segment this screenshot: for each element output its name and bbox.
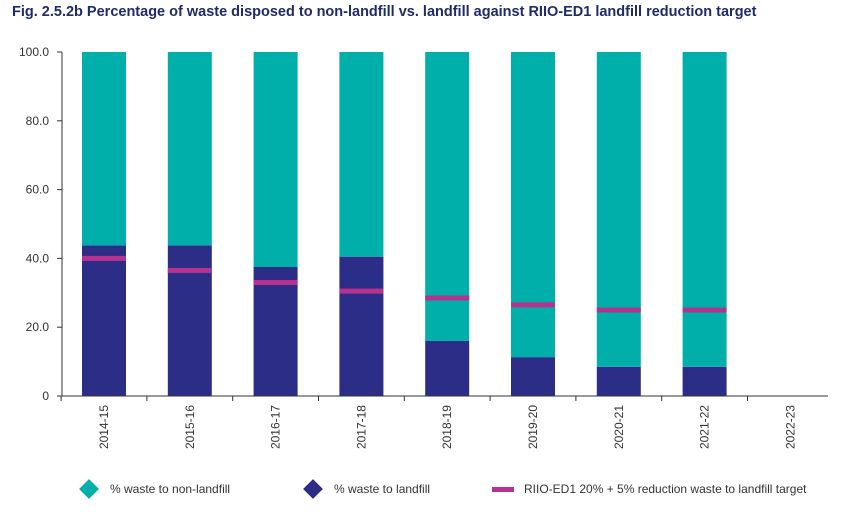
target-marker <box>425 295 470 301</box>
bar-landfill <box>339 256 384 396</box>
bar-non-landfill <box>167 52 212 246</box>
bar-landfill <box>253 267 298 396</box>
y-tick-label: 100.0 <box>19 45 49 59</box>
bars <box>82 52 727 396</box>
bar-non-landfill <box>339 52 384 257</box>
y-tick-label: 60.0 <box>26 183 50 197</box>
bar-landfill <box>682 366 727 396</box>
x-tick-label: 2014-15 <box>97 405 111 449</box>
bar-non-landfill <box>511 52 555 358</box>
x-axis-ticks: 2014-15 2015-16 2016-17 2017-18 2018-19 2019-… <box>60 396 797 449</box>
x-tick-label: 2021-22 <box>698 405 712 449</box>
target-marker <box>253 279 298 285</box>
y-tick-label: 80.0 <box>26 114 50 128</box>
target-marker <box>682 307 727 313</box>
target-markers <box>82 255 727 313</box>
bar-non-landfill <box>425 52 470 341</box>
bar-non-landfill <box>253 52 298 267</box>
bar-landfill <box>425 340 470 396</box>
target-marker <box>596 307 641 313</box>
y-axis-ticks: 100.0 80.0 60.0 40.0 20.0 0 <box>19 45 62 403</box>
x-tick-label: 2018-19 <box>440 405 454 449</box>
target-marker <box>339 288 384 294</box>
bar-landfill <box>596 366 641 396</box>
x-tick-label: 2017-18 <box>354 405 368 449</box>
bar-landfill <box>167 245 212 396</box>
bar-landfill <box>82 245 126 396</box>
x-tick-label: 2015-16 <box>183 405 197 449</box>
chart-title: Fig. 2.5.2b Percentage of waste disposed… <box>12 4 757 20</box>
bar-non-landfill <box>82 52 126 246</box>
target-marker <box>82 255 126 261</box>
bar-non-landfill <box>596 52 641 367</box>
x-tick-label: 2016-17 <box>269 405 283 449</box>
x-tick-label: 2020-21 <box>612 405 626 449</box>
y-tick-label: 20.0 <box>26 320 50 334</box>
x-tick-label: 2022-23 <box>783 405 797 449</box>
x-tick-label: 2019-20 <box>526 405 540 449</box>
target-marker <box>511 302 555 308</box>
bar-landfill <box>511 357 555 396</box>
bar-non-landfill <box>682 52 727 367</box>
target-marker <box>167 267 212 273</box>
y-tick-label: 0 <box>42 389 49 403</box>
y-tick-label: 40.0 <box>26 251 50 265</box>
